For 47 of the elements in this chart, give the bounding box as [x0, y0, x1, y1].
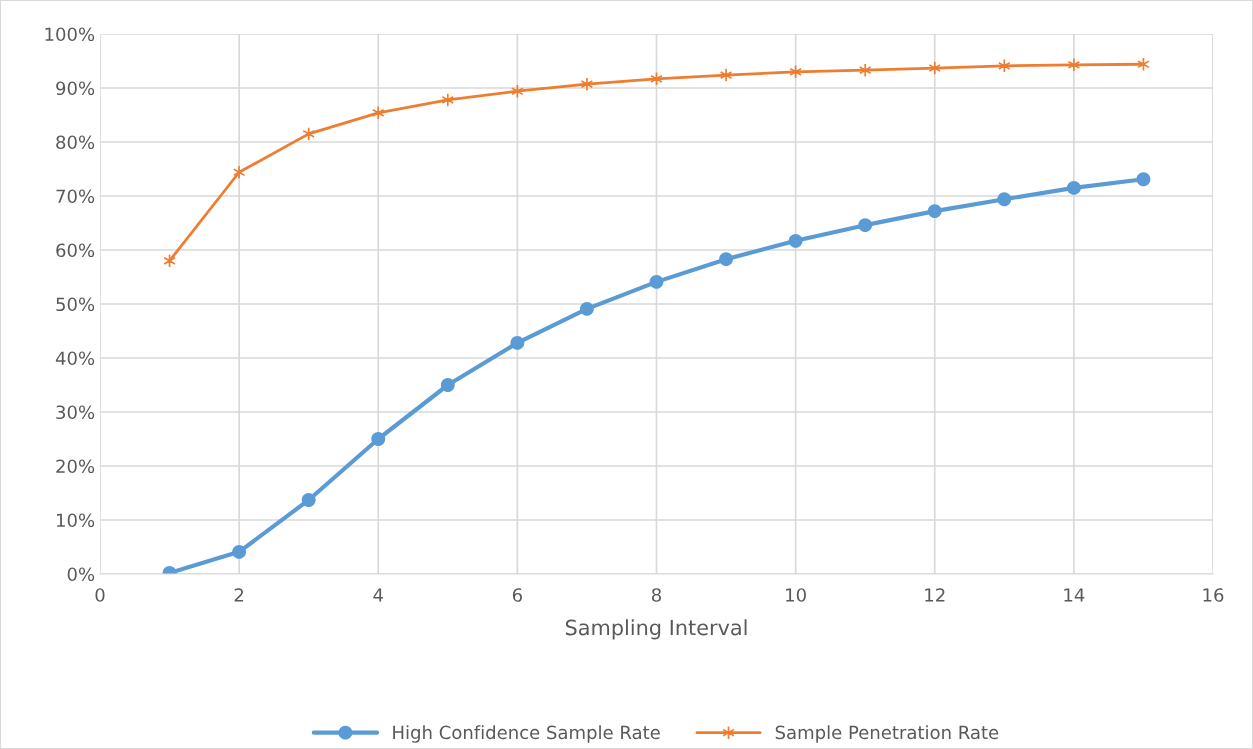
point [372, 105, 385, 120]
point [232, 544, 247, 559]
x-tick-label: 2 [234, 588, 244, 602]
x-tick-label: 8 [651, 588, 662, 602]
point [580, 77, 594, 92]
y-tick-label: 90% [56, 81, 95, 96]
point [927, 204, 942, 219]
point [649, 274, 664, 289]
point [997, 192, 1012, 207]
point [301, 493, 316, 507]
point [371, 432, 386, 446]
y-tick-label: 100% [45, 27, 95, 42]
x-tick-label: 6 [512, 588, 522, 602]
y-tick-label: 70% [56, 189, 95, 204]
point [302, 126, 315, 141]
y-tick-label: 50% [56, 297, 95, 312]
point [232, 165, 246, 180]
x-tick-label: 12 [925, 588, 945, 602]
y-tick-label: 30% [56, 405, 95, 420]
x-tick-label: 10 [786, 588, 806, 602]
point [928, 60, 941, 76]
y-tick-label: 60% [56, 243, 95, 258]
point [1066, 180, 1081, 195]
x-tick-label: 16 [1203, 588, 1224, 602]
y-tick-label: 40% [55, 351, 95, 366]
y-tick-label: 0% [67, 567, 95, 582]
y-tick-label: 20% [56, 459, 95, 474]
point [510, 335, 525, 350]
point [858, 63, 872, 78]
x-tick-label: 14 [1064, 588, 1085, 602]
legend-label: Sample Penetration Rate [775, 725, 999, 743]
point [719, 67, 733, 83]
y-tick-label: 10% [56, 513, 95, 528]
point [788, 233, 803, 248]
point [998, 58, 1011, 73]
x-axis-title: Sampling Interval [565, 619, 747, 640]
y-tick-label: 80% [56, 135, 95, 150]
x-tick-label: 4 [373, 588, 383, 602]
point [1067, 57, 1081, 72]
point [579, 301, 594, 316]
point [858, 218, 873, 233]
x-tick-label: 0 [95, 588, 105, 602]
legend-label: High Confidence Sample Rate [393, 725, 660, 743]
point [441, 92, 455, 107]
point [1136, 172, 1151, 187]
point [440, 378, 455, 392]
point [719, 252, 734, 267]
